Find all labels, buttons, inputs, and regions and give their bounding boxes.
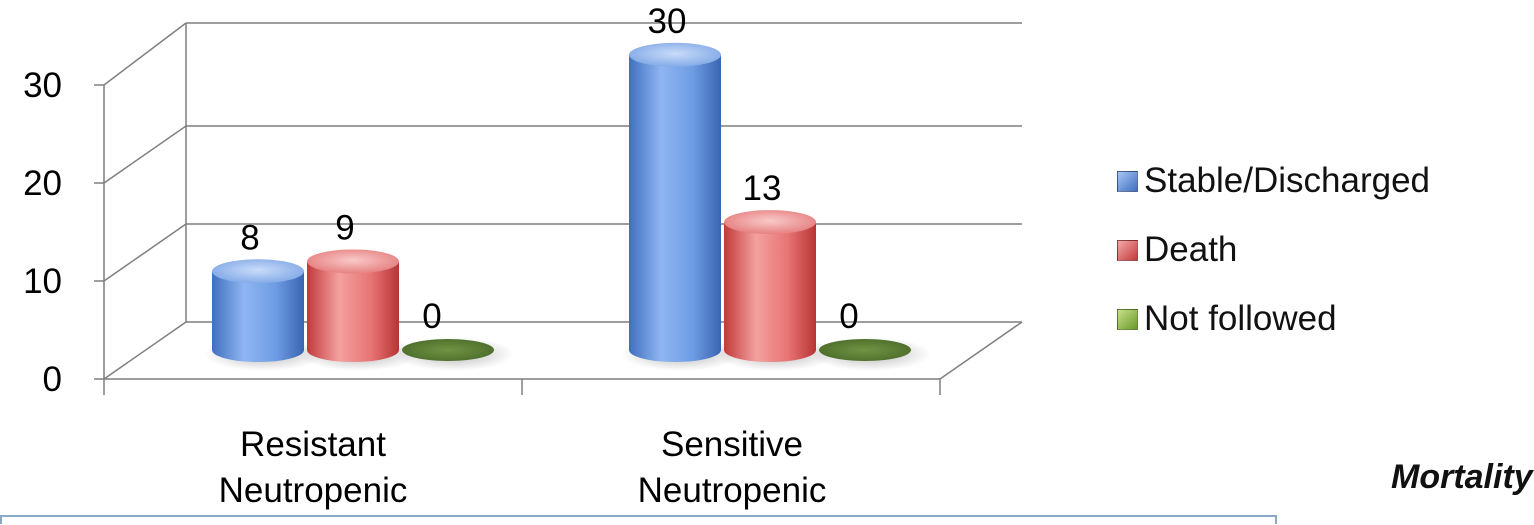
y-tick-label: 0 — [43, 360, 62, 399]
legend-item-stable-discharged: Stable/Discharged — [1117, 161, 1430, 200]
legend-swatch-not-followed — [1117, 308, 1138, 330]
legend-item-not-followed: Not followed — [1117, 299, 1430, 338]
bar-top — [307, 249, 399, 274]
data-label: 8 — [240, 218, 259, 257]
data-label: 0 — [839, 297, 858, 336]
y-axis: 0 10 20 30 — [23, 66, 62, 399]
bar-death-sensitive-neutropenic: 13 — [716, 169, 836, 371]
bar-top — [629, 42, 721, 67]
bar-stable-discharged-resistant-neutropenic: 8 — [204, 218, 324, 371]
category-label: Neutropenic — [219, 471, 408, 510]
legend-swatch-stable-discharged — [1117, 170, 1138, 192]
x-axis: Resistant Neutropenic Sensitive Neutropenic — [219, 425, 827, 510]
bar-body — [724, 222, 816, 362]
gridline-side — [103, 125, 187, 184]
bar-not-followed-resistant-neutropenic: 0 — [394, 297, 514, 371]
gridline-side — [103, 223, 187, 282]
data-label: 30 — [648, 2, 687, 41]
legend: Stable/Discharged Death Not followed — [1117, 161, 1430, 370]
bar-stable-discharged-sensitive-neutropenic: 30 — [621, 2, 741, 371]
legend-label-death: Death — [1144, 230, 1238, 269]
bar-top — [819, 339, 911, 361]
y-tick-label: 20 — [23, 164, 62, 203]
bottom-text-box — [0, 515, 1277, 524]
legend-label-stable-discharged: Stable/Discharged — [1144, 161, 1430, 200]
legend-label-not-followed: Not followed — [1144, 299, 1337, 338]
y-tick-label: 30 — [23, 66, 62, 105]
data-label: 13 — [743, 169, 782, 208]
bar-death-resistant-neutropenic: 9 — [299, 208, 419, 371]
bar-body — [629, 54, 721, 363]
gridline-side — [103, 22, 187, 86]
bar-top — [212, 259, 304, 284]
category-label: Neutropenic — [638, 471, 827, 510]
bar-top — [724, 210, 816, 235]
plot-area: 8 9 0 30 13 0 — [204, 2, 931, 371]
bar-body — [307, 261, 399, 362]
bar-not-followed-sensitive-neutropenic: 0 — [811, 297, 931, 371]
legend-swatch-death — [1117, 239, 1138, 261]
data-label: 9 — [335, 208, 354, 247]
category-label: Sensitive — [661, 425, 803, 464]
legend-item-death: Death — [1117, 230, 1430, 269]
data-label: 0 — [422, 297, 441, 336]
bar-body — [212, 271, 304, 362]
bar-top — [402, 339, 494, 361]
category-label: Resistant — [240, 425, 386, 464]
floor-right-edge — [939, 321, 1023, 380]
y-tick-label: 10 — [23, 262, 62, 301]
caption: Mortality — [1391, 458, 1533, 496]
gridline-side — [103, 321, 187, 380]
chart-frame — [94, 22, 1023, 395]
